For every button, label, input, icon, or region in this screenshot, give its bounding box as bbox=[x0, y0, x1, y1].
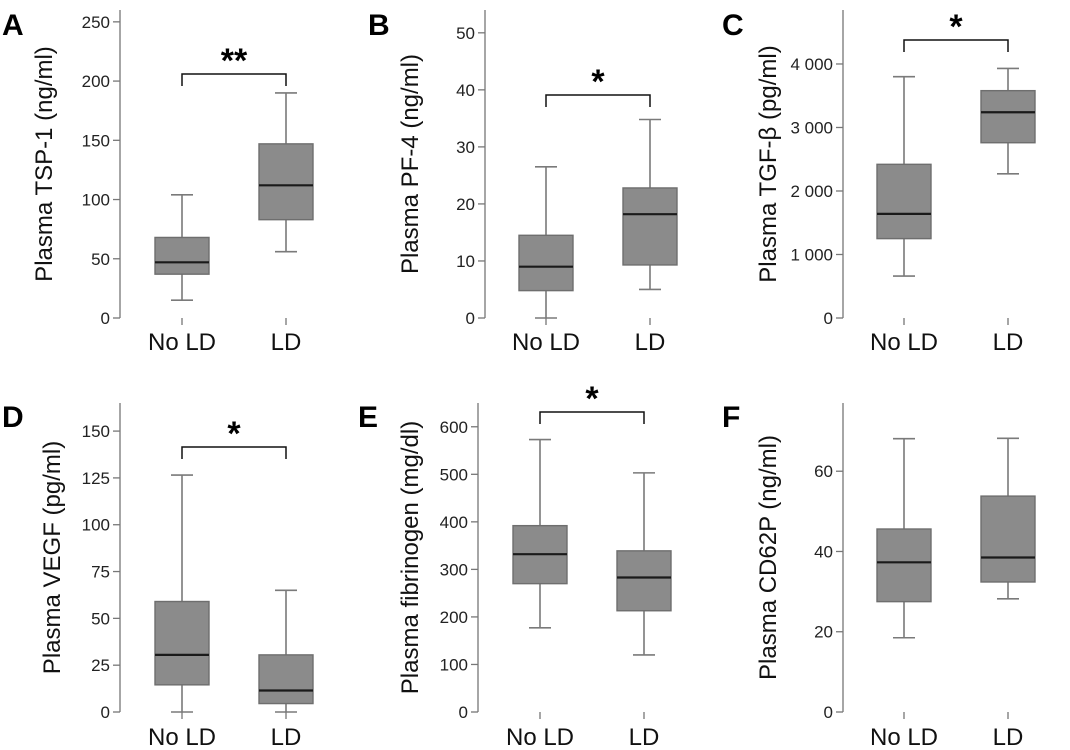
significance-bracket bbox=[181, 73, 287, 86]
box-iqr bbox=[980, 495, 1036, 583]
x-tick-label: No LD bbox=[870, 329, 938, 356]
significance-bracket bbox=[903, 39, 1009, 52]
y-tick-label: 500 bbox=[440, 465, 468, 484]
panel-f: F 0 20 40 60 Plasma CD62P (ng/ml) No LD LD bbox=[722, 401, 1036, 750]
panel-label: F bbox=[722, 401, 740, 434]
y-tick-label: 4 000 bbox=[790, 55, 833, 74]
box-ld bbox=[980, 437, 1036, 600]
box-no-ld bbox=[154, 474, 210, 713]
y-tick-label: 30 bbox=[456, 138, 475, 157]
y-tick-label: 20 bbox=[456, 195, 475, 214]
y-tick-label: 150 bbox=[82, 131, 110, 150]
x-tick-label: LD bbox=[993, 724, 1024, 750]
y-tick-label: 200 bbox=[440, 608, 468, 627]
y-tick-label: 0 bbox=[824, 309, 833, 328]
box-iqr bbox=[154, 236, 210, 275]
box-no-ld bbox=[518, 166, 574, 319]
box-ld bbox=[980, 67, 1036, 175]
x-tick-label: No LD bbox=[148, 329, 216, 356]
y-tick-label: 20 bbox=[814, 623, 833, 642]
y-axis-title: Plasma TGF-β (pg/ml) bbox=[755, 45, 782, 282]
y-tick-label: 0 bbox=[459, 703, 468, 722]
box-iqr bbox=[518, 234, 574, 292]
panel-b: B 0 10 20 30 40 50 Plasma PF-4 (ng/ml) No LD LD * bbox=[368, 9, 678, 356]
box-ld bbox=[616, 472, 672, 656]
box-no-ld bbox=[512, 438, 568, 629]
y-tick-label: 250 bbox=[82, 13, 110, 32]
y-tick-label: 3 000 bbox=[790, 118, 833, 137]
y-tick-label: 150 bbox=[82, 422, 110, 441]
box-iqr bbox=[622, 187, 678, 266]
x-tick-label: No LD bbox=[506, 724, 574, 750]
panel-label: D bbox=[2, 401, 24, 434]
y-tick-label: 0 bbox=[101, 309, 110, 328]
x-tick-label: No LD bbox=[148, 724, 216, 750]
x-tick-label: LD bbox=[993, 329, 1024, 356]
significance-marker: * bbox=[949, 8, 963, 46]
box-no-ld bbox=[876, 437, 932, 639]
box-iqr bbox=[258, 654, 314, 705]
box-iqr bbox=[980, 89, 1036, 144]
significance-marker: ** bbox=[221, 42, 248, 80]
y-axis-title: Plasma PF-4 (ng/ml) bbox=[397, 54, 424, 274]
box-no-ld bbox=[154, 194, 210, 302]
y-tick-label: 125 bbox=[82, 469, 110, 488]
significance-marker: * bbox=[591, 63, 605, 101]
significance-bracket bbox=[545, 94, 651, 107]
y-tick-label: 100 bbox=[440, 655, 468, 674]
y-tick-label: 1 000 bbox=[790, 245, 833, 264]
x-tick-label: LD bbox=[271, 329, 302, 356]
y-tick-label: 40 bbox=[456, 81, 475, 100]
y-tick-label: 0 bbox=[466, 309, 475, 328]
box-iqr bbox=[154, 600, 210, 686]
y-tick-label: 25 bbox=[91, 656, 110, 675]
x-tick-label: No LD bbox=[870, 724, 938, 750]
y-tick-label: 10 bbox=[456, 252, 475, 271]
panel-a: A 0 50 100 150 200 250 Plasma TSP-1 (ng/ml) No L… bbox=[2, 9, 314, 356]
box-no-ld bbox=[876, 75, 932, 277]
significance-bracket bbox=[181, 446, 287, 459]
y-axis-title: Plasma fibrinogen (mg/dl) bbox=[397, 421, 424, 694]
y-tick-label: 50 bbox=[91, 609, 110, 628]
y-tick-label: 600 bbox=[440, 418, 468, 437]
y-tick-label: 400 bbox=[440, 513, 468, 532]
y-tick-label: 75 bbox=[91, 563, 110, 582]
y-tick-label: 50 bbox=[456, 24, 475, 43]
x-tick-label: No LD bbox=[512, 329, 580, 356]
x-tick-label: LD bbox=[629, 724, 660, 750]
panel-label: C bbox=[722, 9, 744, 42]
significance-marker: * bbox=[227, 415, 241, 453]
box-ld bbox=[622, 118, 678, 291]
y-tick-label: 200 bbox=[82, 72, 110, 91]
box-iqr bbox=[616, 550, 672, 612]
y-tick-label: 2 000 bbox=[790, 182, 833, 201]
significance-bracket bbox=[539, 411, 645, 424]
panel-label: A bbox=[2, 9, 24, 42]
panel-e: E 0 100 200 300 400 500 600 Plasma fibrinogen (m… bbox=[358, 380, 672, 750]
box-ld bbox=[258, 92, 314, 253]
y-tick-label: 300 bbox=[440, 560, 468, 579]
panel-label: E bbox=[358, 401, 378, 434]
y-tick-label: 50 bbox=[91, 250, 110, 269]
box-iqr bbox=[258, 143, 314, 221]
y-axis-title: Plasma VEGF (pg/ml) bbox=[39, 441, 66, 674]
box-ld bbox=[258, 589, 314, 713]
y-tick-label: 100 bbox=[82, 191, 110, 210]
y-tick-label: 100 bbox=[82, 516, 110, 535]
panel-c: C 0 1 000 2 000 3 000 4 000 Plasma TGF-β (pg/m… bbox=[722, 8, 1036, 356]
y-tick-label: 0 bbox=[101, 703, 110, 722]
y-tick-label: 0 bbox=[824, 703, 833, 722]
y-tick-label: 40 bbox=[814, 542, 833, 561]
x-tick-label: LD bbox=[271, 724, 302, 750]
box-iqr bbox=[876, 528, 932, 603]
box-iqr bbox=[876, 163, 932, 240]
significance-marker: * bbox=[585, 380, 599, 418]
panel-d: D 0 25 50 75 100 125 150 Plasma VEGF (pg/ml) No L… bbox=[2, 401, 314, 750]
x-tick-label: LD bbox=[635, 329, 666, 356]
panel-label: B bbox=[368, 9, 390, 42]
y-axis-title: Plasma TSP-1 (ng/ml) bbox=[31, 46, 58, 282]
y-axis-title: Plasma CD62P (ng/ml) bbox=[755, 435, 782, 680]
y-tick-label: 60 bbox=[814, 462, 833, 481]
